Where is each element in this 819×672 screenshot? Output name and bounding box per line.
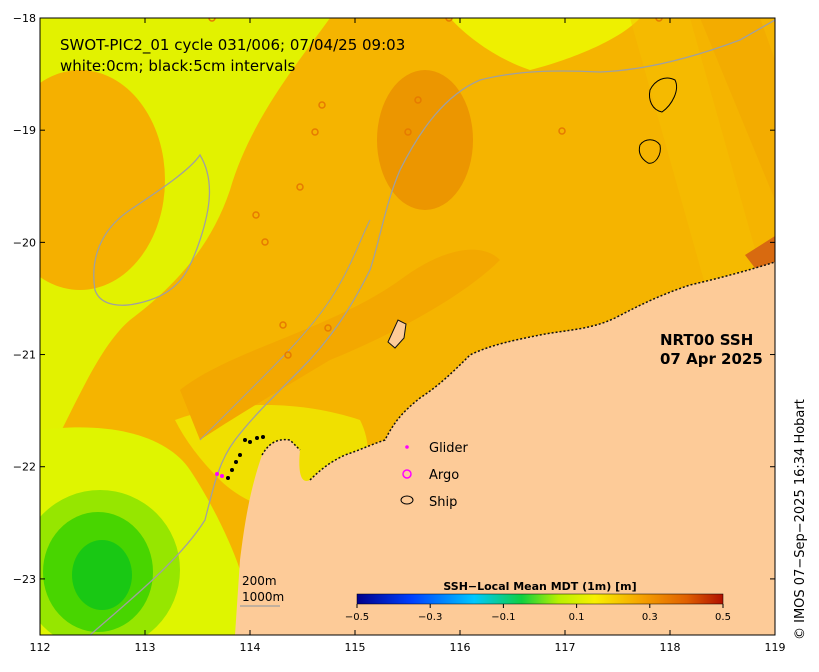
y-tick-label: −21 — [13, 349, 36, 362]
colorbar — [356, 593, 724, 605]
x-tick-label: 118 — [660, 641, 681, 654]
colorbar-tick-label: −0.1 — [491, 612, 515, 623]
field-orange-band — [180, 249, 500, 440]
map-legend: Glider Argo Ship — [400, 441, 469, 510]
legend-glider-label: Glider — [429, 441, 469, 456]
x-tick-label: 119 — [765, 641, 786, 654]
isobath-200m — [89, 19, 775, 635]
field-orange-west-high — [40, 70, 165, 290]
ship-ellipse-icon — [400, 495, 414, 505]
y-tick-label: −20 — [13, 236, 36, 249]
product-date: 07 Apr 2025 — [660, 350, 763, 368]
gliders — [215, 472, 224, 478]
coastline — [261, 261, 775, 481]
isobath-1000m — [93, 153, 211, 306]
isobath-shelf — [199, 219, 371, 441]
ssh-contour-2 — [638, 139, 661, 164]
colorbar-tick-label: 0.5 — [715, 612, 731, 623]
colorbar-tick-label: −0.5 — [345, 612, 369, 623]
product-name: NRT00 SSH — [660, 331, 753, 349]
legend-argo-label: Argo — [429, 468, 459, 483]
axis-ticks: 112 113 114 115 116 117 118 119 −18 −19 −20 −21 −22 −… — [13, 12, 786, 654]
isobath-label-1000m: 1000m — [242, 590, 284, 604]
x-tick-label: 116 — [450, 641, 471, 654]
ssh-field — [40, 18, 775, 635]
y-tick-label: −18 — [13, 12, 36, 25]
y-tick-label: −23 — [13, 573, 36, 586]
land — [235, 262, 775, 635]
swot-swath — [630, 18, 775, 320]
argo-ring-icon — [402, 469, 412, 479]
y-tick-label: −22 — [13, 461, 36, 474]
y-tick-label: −19 — [13, 124, 36, 137]
colorbar-tick-label: 0.3 — [642, 612, 658, 623]
title-line-2: white:0cm; black:5cm intervals — [60, 57, 296, 75]
credit: © IMOS 07−Sep−2025 16:34 Hobart — [793, 399, 808, 640]
field-green-core — [72, 540, 132, 610]
x-tick-label: 114 — [240, 641, 261, 654]
argo-floats — [208, 18, 663, 359]
colorbar-tick-label: −0.3 — [418, 612, 442, 623]
island — [387, 319, 407, 349]
swot-swath-2 — [700, 18, 775, 200]
ssh-contour — [649, 77, 677, 113]
field-yellow-top — [450, 18, 640, 70]
title-line-1: SWOT-PIC2_01 cycle 031/006; 07/04/25 09:… — [60, 36, 405, 55]
plot-frame — [39, 17, 776, 636]
x-tick-label: 115 — [345, 641, 366, 654]
x-tick-label: 117 — [555, 641, 576, 654]
x-tick-label: 112 — [30, 641, 51, 654]
glider-dot-icon — [405, 445, 409, 449]
x-tick-label: 113 — [135, 641, 156, 654]
isobath-label-200m: 200m — [242, 574, 277, 588]
colorbar-ticks: −0.5 −0.3 −0.1 0.1 0.3 0.5 — [345, 604, 731, 623]
colorbar-tick-label: 0.1 — [569, 612, 585, 623]
field-orange-central-high — [377, 70, 473, 210]
colorbar-title: SSH−Local Mean MDT (1m) [m] — [443, 580, 636, 593]
legend-ship-label: Ship — [429, 495, 457, 510]
field-red-patch — [745, 236, 775, 272]
ship-tracks — [226, 435, 265, 480]
